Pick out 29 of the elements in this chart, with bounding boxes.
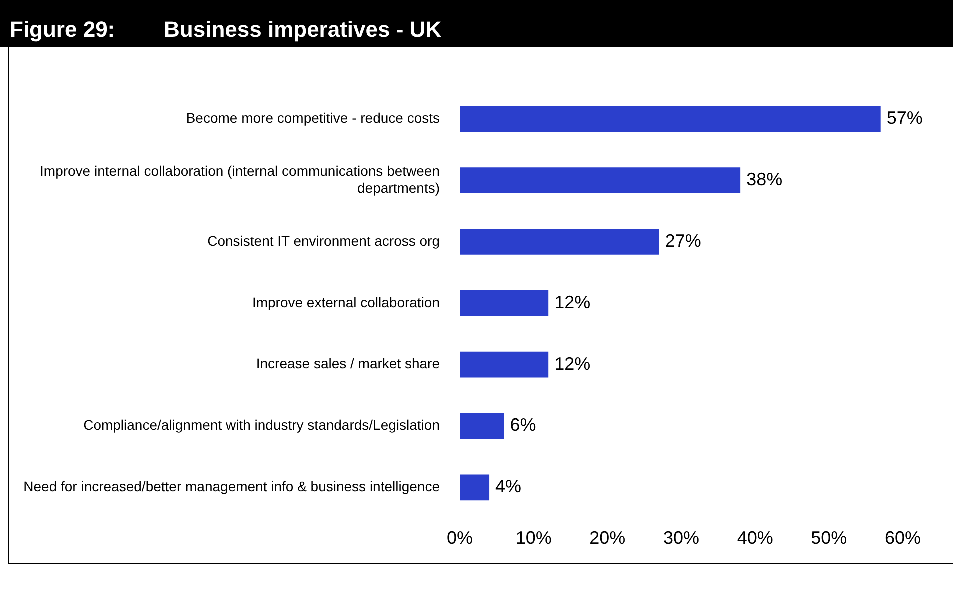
y-tick-label: Increase sales / market share <box>256 356 440 372</box>
bar <box>460 290 549 316</box>
bar <box>460 168 741 194</box>
text: Figure 29: Business imperatives - UK <box>0 0 953 47</box>
x-tick-label: 20% <box>590 528 626 548</box>
x-tick-label: 30% <box>663 528 700 548</box>
y-tick-label: Become more competitive - reduce costs <box>186 110 440 126</box>
y-tick-label: Need for increased/better management info & business intelligence <box>24 478 440 495</box>
y-tick-label: Improve internal collaboration (internal communications between departments) <box>40 163 440 196</box>
data-label: 6% <box>510 415 536 436</box>
data-label: 12% <box>554 292 591 312</box>
bar <box>460 106 881 132</box>
data-label: 27% <box>665 230 702 251</box>
bar <box>460 413 504 440</box>
y-tick-label: Consistent IT environment across org <box>208 232 440 249</box>
x-tick-label: 40% <box>737 528 774 548</box>
x-tick-label: 0% <box>446 528 474 548</box>
bar <box>460 352 549 378</box>
data-label: 4% <box>496 476 522 497</box>
data-label: 57% <box>886 108 923 128</box>
x-tick-label: 10% <box>516 528 552 548</box>
bar <box>460 229 660 255</box>
bar <box>460 474 490 501</box>
data-label: 12% <box>554 354 591 374</box>
x-tick-label: 50% <box>811 528 848 548</box>
y-tick-label: Improve external collaboration <box>252 294 440 310</box>
y-tick-label: Compliance/alignment with industry standards/Legislation <box>84 417 440 434</box>
data-label: 38% <box>746 170 783 190</box>
x-tick-label: 60% <box>884 528 922 548</box>
